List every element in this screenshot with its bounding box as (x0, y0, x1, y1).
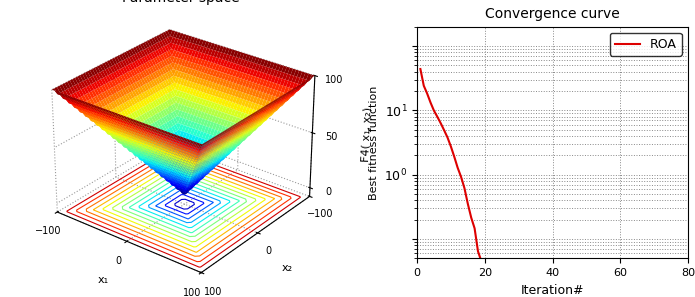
ROA (657, 260, 665, 263)
Title: Convergence curve: Convergence curve (485, 7, 620, 21)
X-axis label: Iteration#: Iteration# (521, 284, 584, 297)
ROA (416, 67, 425, 71)
ROA (582, 260, 591, 263)
ROA (592, 260, 600, 263)
Legend: ROA: ROA (610, 33, 682, 56)
Y-axis label: x₂: x₂ (281, 263, 293, 273)
ROA (579, 260, 587, 263)
ROA (603, 260, 611, 263)
Title: Parameter space: Parameter space (122, 0, 240, 5)
Line: ROA: ROA (420, 69, 688, 261)
Y-axis label: Best fitness function: Best fitness function (368, 85, 379, 200)
ROA (538, 260, 546, 263)
X-axis label: x₁: x₁ (98, 275, 109, 285)
ROA (684, 260, 692, 263)
ROA (477, 260, 486, 263)
